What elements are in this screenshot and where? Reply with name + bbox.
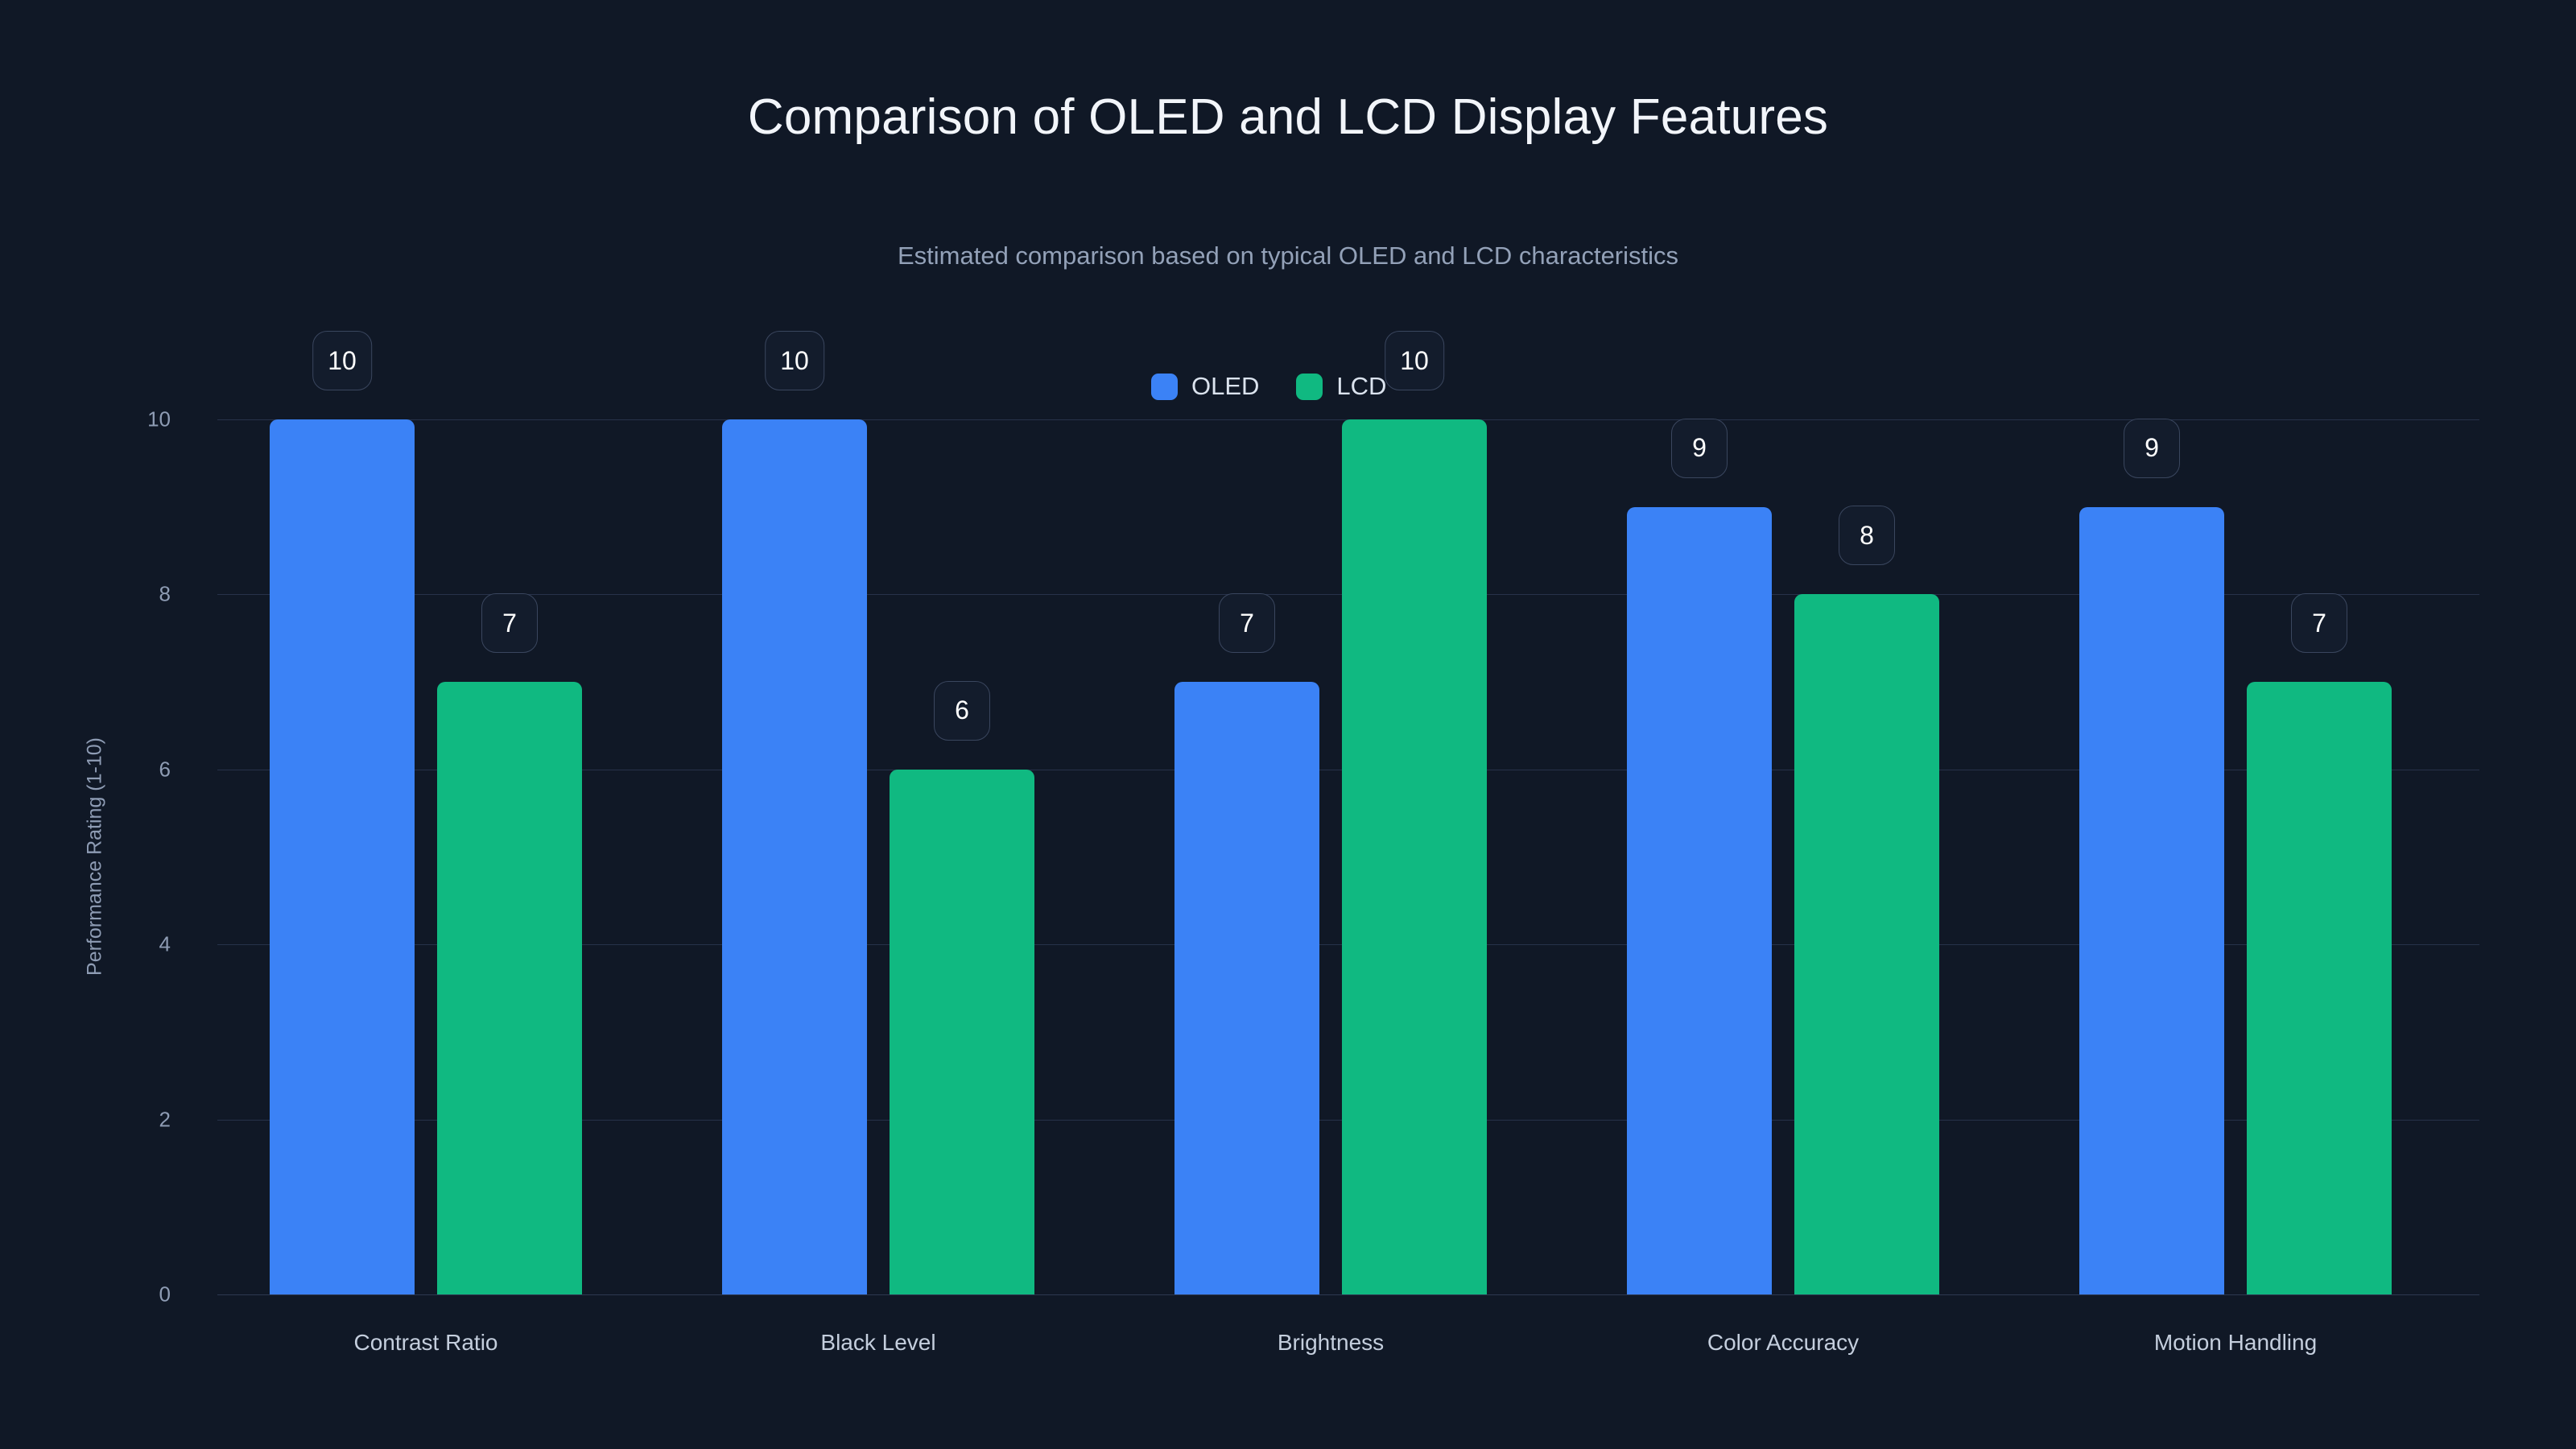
bar-oled-color-accuracy[interactable] [1627,506,1772,1294]
chart-subtitle: Estimated comparison based on typical OL… [897,242,1679,270]
bar-lcd-contrast-ratio[interactable] [437,682,582,1294]
legend-item-lcd[interactable]: LCD [1296,372,1386,401]
y-tick-label: 0 [159,1282,171,1307]
chart-legend[interactable]: OLED LCD [1151,372,1386,401]
legend-item-oled[interactable]: OLED [1151,372,1259,401]
value-badge: 6 [934,680,990,741]
bar-oled-motion-handling[interactable] [2079,506,2224,1294]
value-badge: 7 [481,593,538,654]
y-tick-label: 8 [159,581,171,606]
bar-lcd-motion-handling[interactable] [2247,682,2392,1294]
legend-label: OLED [1191,372,1260,400]
y-tick-label: 6 [159,757,171,782]
x-axis-category-label: Motion Handling [2153,1330,2318,1355]
y-tick-label: 10 [147,407,171,431]
x-axis-category-label: Color Accuracy [1707,1330,1860,1355]
legend-swatch-lcd-icon [1296,373,1323,400]
gridline-0 [217,1294,2479,1295]
value-badge: 10 [1385,331,1444,390]
x-axis-category-label: Contrast Ratio [353,1330,498,1355]
y-axis-title: Performance Rating (1-10) [83,737,106,976]
bar-lcd-color-accuracy[interactable] [1794,594,1939,1294]
x-axis-category-label: Black Level [820,1330,936,1355]
value-badge: 7 [2291,593,2347,654]
x-axis-category-label: Brightness [1277,1330,1385,1355]
page-title: Comparison of OLED and LCD Display Featu… [747,89,1829,145]
bar-oled-black-level[interactable] [722,419,867,1294]
y-tick-label: 4 [159,931,171,956]
y-axis-tick-labels: 0 2 4 6 8 10 [0,407,193,1307]
plot-area [217,419,2479,1295]
bar-lcd-black-level[interactable] [890,769,1034,1294]
bar-lcd-brightness[interactable] [1342,419,1487,1294]
value-badge: 9 [2124,418,2180,478]
bar-oled-contrast-ratio[interactable] [270,419,415,1294]
value-badge: 10 [312,331,372,390]
legend-swatch-oled-icon [1151,373,1178,400]
value-badge: 7 [1219,593,1275,654]
y-tick-label: 2 [159,1107,171,1132]
value-badge: 9 [1671,418,1728,478]
legend-label: LCD [1336,372,1387,400]
bar-oled-brightness[interactable] [1174,682,1319,1294]
value-badge: 8 [1839,506,1895,566]
value-badge: 10 [765,331,824,390]
